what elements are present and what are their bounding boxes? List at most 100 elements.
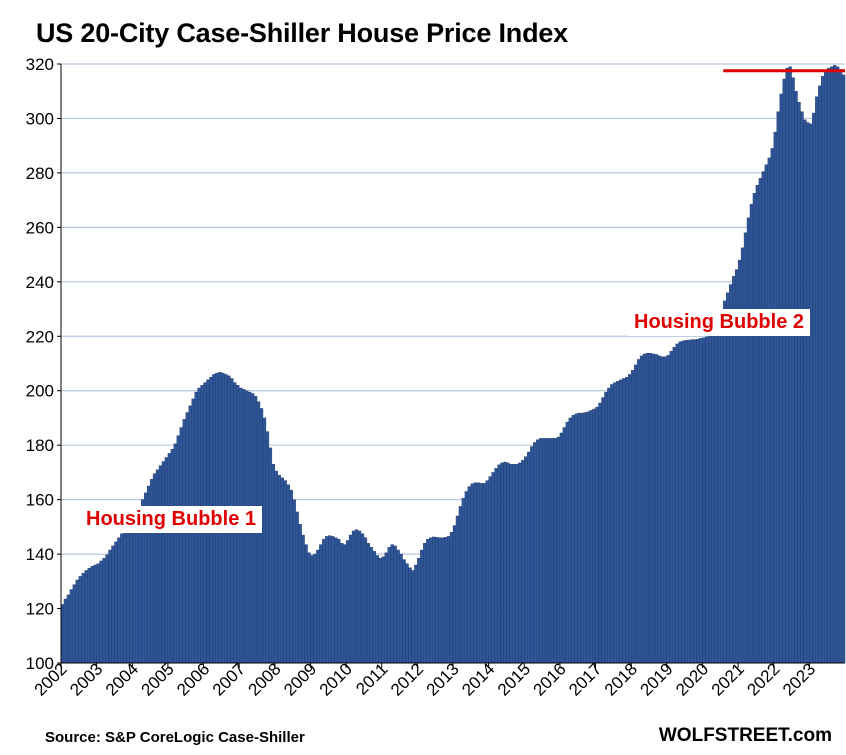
bar [518,462,522,664]
bar [319,544,323,664]
annotation-housing-bubble-1: Housing Bubble 1 [80,506,262,533]
bar [452,525,457,664]
bar [280,477,284,664]
bar [396,549,400,664]
bar [595,406,599,664]
x-tick-label: 2008 [244,659,284,699]
bar [265,431,270,664]
bar [363,537,368,664]
bar [601,397,605,664]
bar [277,474,281,664]
bar [114,541,118,664]
bar [90,566,94,664]
bar [360,533,365,664]
bar [491,472,495,664]
bar [506,462,510,664]
y-tick-label: 120 [26,600,54,619]
bar [464,491,469,664]
bar [672,346,676,664]
bar [527,451,531,664]
bar [809,123,813,664]
y-tick-label: 200 [26,382,54,401]
bar [752,193,757,664]
bar [348,534,353,664]
y-tick-label: 140 [26,545,54,564]
bar [660,356,665,664]
bar [316,549,320,664]
bar [497,464,501,664]
bar [158,465,163,664]
bar [274,470,279,664]
bar [619,379,623,664]
bar [592,408,596,664]
bar [583,412,587,664]
bar [749,204,754,664]
bar [375,555,379,664]
bar [524,456,528,664]
bar [693,339,697,664]
x-tick-label: 2010 [316,659,356,699]
bar [815,96,819,664]
bar [758,178,763,664]
bar [538,438,543,664]
bar [803,119,807,664]
bar [580,412,584,664]
y-tick-label: 160 [26,491,54,510]
bar [708,336,712,664]
bar [268,447,273,664]
bar [102,557,106,664]
bar [651,353,656,664]
bar [562,427,567,664]
bar [812,112,816,664]
bar [164,457,169,664]
bar [179,427,183,664]
bar [723,300,727,664]
bar [402,559,406,664]
bar [604,391,608,664]
bar [357,530,362,664]
bar [426,538,430,664]
bar [105,554,109,664]
y-tick-label: 220 [26,327,54,346]
x-tick-label: 2019 [636,659,676,699]
bar [155,469,160,664]
x-tick-label: 2013 [423,659,463,699]
bar [99,560,103,664]
bar [167,453,172,664]
bar [188,405,192,664]
bar [675,343,679,664]
bar [827,67,831,664]
bar [337,538,341,664]
bar [405,563,409,664]
bar [75,579,80,664]
bar [729,284,733,664]
bar [622,378,626,664]
bar [443,537,448,664]
bar [123,529,127,664]
y-tick-label: 240 [26,273,54,292]
bar [669,351,673,664]
bar [298,523,302,664]
bar [366,543,371,664]
bar [832,65,837,664]
bar [482,483,486,664]
bar [354,529,359,664]
bar [657,355,662,664]
bar [72,584,77,664]
x-tick-label: 2007 [209,659,249,699]
bar [767,157,771,664]
bar [470,483,475,664]
bar [515,464,519,664]
bar [437,537,442,664]
chart-title: US 20-City Case-Shiller House Price Inde… [36,18,568,48]
bar [345,540,350,664]
bar [821,76,825,664]
bar [797,101,801,664]
bar [717,325,721,664]
bar [681,340,685,664]
x-tick-label: 2012 [387,659,427,699]
x-tick-label: 2003 [66,659,106,699]
bar [87,568,91,664]
bar [547,438,552,664]
bar [541,438,546,664]
